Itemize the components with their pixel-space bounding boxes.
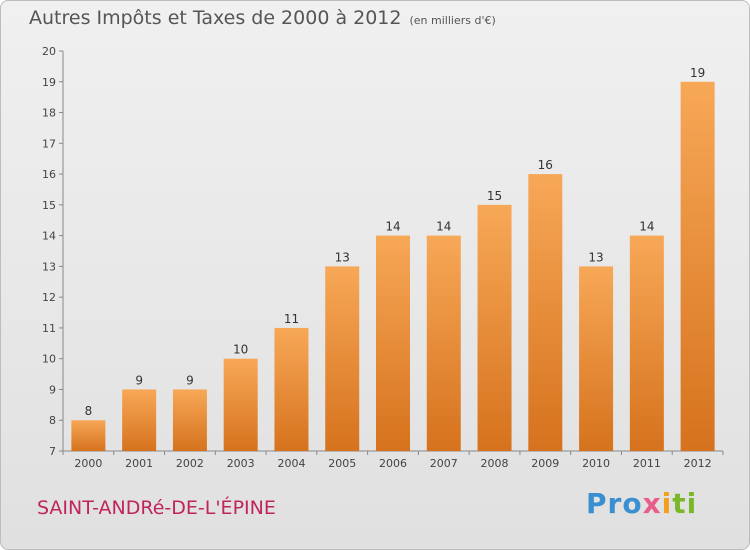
bar-2001	[122, 389, 157, 451]
y-tick-label: 19	[42, 76, 56, 89]
x-tick-label-2008: 2008	[481, 457, 509, 470]
bar-2006	[376, 235, 410, 451]
value-label-2012: 19	[690, 66, 705, 80]
value-label-2008: 15	[487, 189, 502, 203]
bar-2005	[325, 266, 360, 451]
x-tick-label-2003: 2003	[227, 457, 255, 470]
x-tick-label-2009: 2009	[531, 457, 559, 470]
y-tick-label: 20	[42, 45, 56, 58]
value-label-2004: 11	[284, 312, 299, 326]
bar-2011	[629, 235, 664, 451]
y-tick-label: 17	[42, 137, 56, 150]
value-label-2001: 9	[135, 373, 143, 387]
bar-2012	[680, 81, 715, 452]
proxiti-logo[interactable]: Proxiti	[586, 487, 698, 520]
bar-2010	[579, 266, 614, 451]
chart-title: Autres Impôts et Taxes de 2000 à 2012 (en…	[29, 7, 496, 29]
x-tick-label-2002: 2002	[176, 457, 204, 470]
x-tick-label-2005: 2005	[328, 457, 356, 470]
value-label-2003: 10	[233, 343, 248, 357]
bar-2003	[223, 358, 258, 451]
x-tick-label-2010: 2010	[582, 457, 610, 470]
value-label-2000: 8	[85, 404, 93, 418]
x-tick-label-2006: 2006	[379, 457, 407, 470]
bar-2008	[477, 204, 512, 451]
bar-2002	[172, 389, 207, 451]
x-tick-label-2011: 2011	[633, 457, 661, 470]
chart-title-main: Autres Impôts et Taxes de 2000 à 2012	[29, 7, 402, 29]
value-label-2006: 14	[385, 220, 400, 234]
bar-2007	[426, 235, 461, 451]
value-label-2007: 14	[436, 220, 451, 234]
bar-2000	[71, 420, 106, 451]
x-tick-label-2000: 2000	[74, 457, 102, 470]
y-tick-label: 8	[49, 414, 56, 427]
bar-2009	[528, 174, 563, 452]
value-label-2010: 13	[588, 250, 603, 264]
chart-title-unit: (en milliers d'€)	[409, 14, 496, 27]
y-tick-label: 11	[42, 322, 56, 335]
x-tick-label-2007: 2007	[430, 457, 458, 470]
y-tick-label: 18	[42, 107, 56, 120]
x-tick-label-2012: 2012	[684, 457, 712, 470]
y-tick-label: 12	[42, 291, 56, 304]
y-tick-label: 10	[42, 353, 56, 366]
y-tick-label: 7	[49, 445, 56, 458]
y-tick-label: 15	[42, 199, 56, 212]
y-tick-label: 13	[42, 260, 56, 273]
y-tick-label: 9	[49, 383, 56, 396]
bar-2004	[274, 327, 309, 451]
y-tick-label: 14	[42, 230, 56, 243]
x-tick-label-2001: 2001	[125, 457, 153, 470]
y-tick-label: 16	[42, 168, 56, 181]
value-label-2011: 14	[639, 220, 654, 234]
value-label-2002: 9	[186, 373, 194, 387]
x-tick-label-2004: 2004	[277, 457, 305, 470]
value-label-2005: 13	[335, 250, 350, 264]
value-label-2009: 16	[538, 158, 553, 172]
commune-name: SAINT-ANDRé-DE-L'ÉPINE	[37, 497, 276, 519]
